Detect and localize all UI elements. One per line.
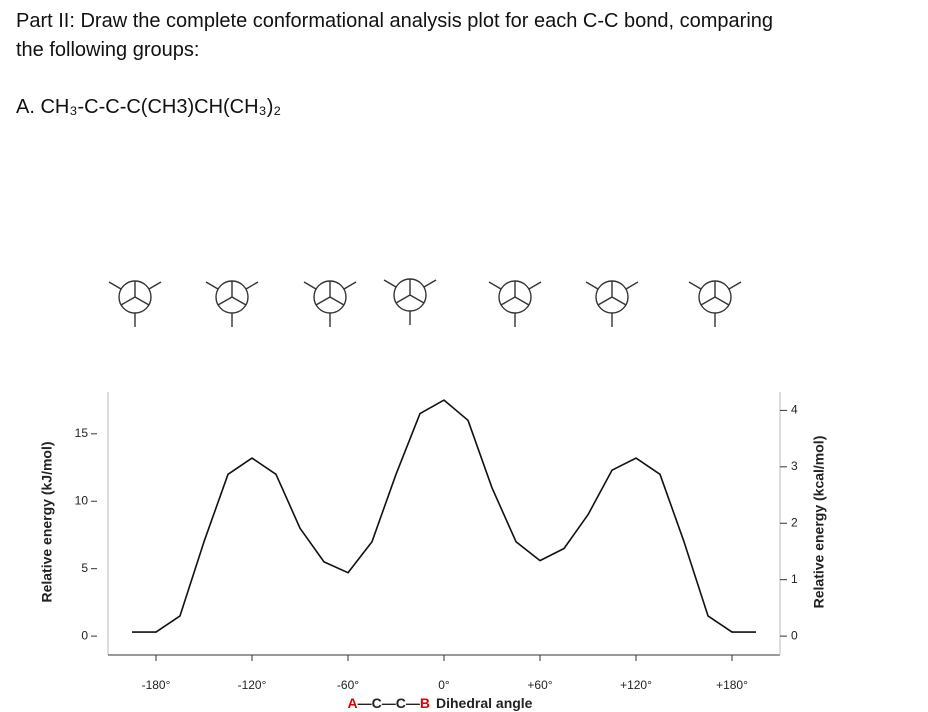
- y-axis-title: Relative energy (kJ/mol): [39, 441, 55, 602]
- newman-projection: [488, 280, 542, 328]
- x-tick-label: +120°: [620, 678, 652, 692]
- x-tick-label: -60°: [337, 678, 359, 692]
- energy-curve: [132, 399, 756, 633]
- question-line: the following groups:: [16, 39, 200, 61]
- x-title-text: Dihedral angle: [436, 695, 533, 711]
- newman-projection: [205, 280, 259, 328]
- y-tick-label: 10: [75, 493, 89, 507]
- y2-tick-label: 3: [791, 459, 798, 473]
- x-tick-label: -120°: [238, 678, 267, 692]
- newman-projection: [303, 280, 357, 328]
- group-b: B: [420, 695, 430, 711]
- x-axis-title: A—C—C—B Dihedral angle: [348, 695, 533, 711]
- y-tick-label: 15: [75, 426, 89, 440]
- y2-axis-title: Relative energy (kcal/mol): [811, 436, 827, 609]
- x-tick-label: +180°: [716, 678, 748, 692]
- newman-projection: [585, 280, 639, 328]
- y2-tick-label: 0: [791, 628, 798, 642]
- bond: —C—C—: [358, 695, 420, 711]
- x-tick-label: 0°: [438, 678, 450, 692]
- y2-tick-label: 4: [791, 403, 798, 417]
- y2-tick-label: 2: [791, 515, 798, 529]
- x-tick-label: -180°: [142, 678, 171, 692]
- group-a: A: [348, 695, 358, 711]
- question-item: A. CH₃-C-C-C(CH3)CH(CH₃)₂: [16, 96, 282, 118]
- newman-projection: [383, 278, 437, 326]
- y2-tick-label: 1: [791, 572, 798, 586]
- newman-projection: [108, 280, 162, 328]
- x-tick-label: +60°: [527, 678, 552, 692]
- newman-projection: [688, 280, 742, 328]
- y-tick-label: 0: [81, 628, 88, 642]
- question-line: Part II: Draw the complete conformationa…: [16, 10, 774, 32]
- y-tick-label: 5: [81, 561, 88, 575]
